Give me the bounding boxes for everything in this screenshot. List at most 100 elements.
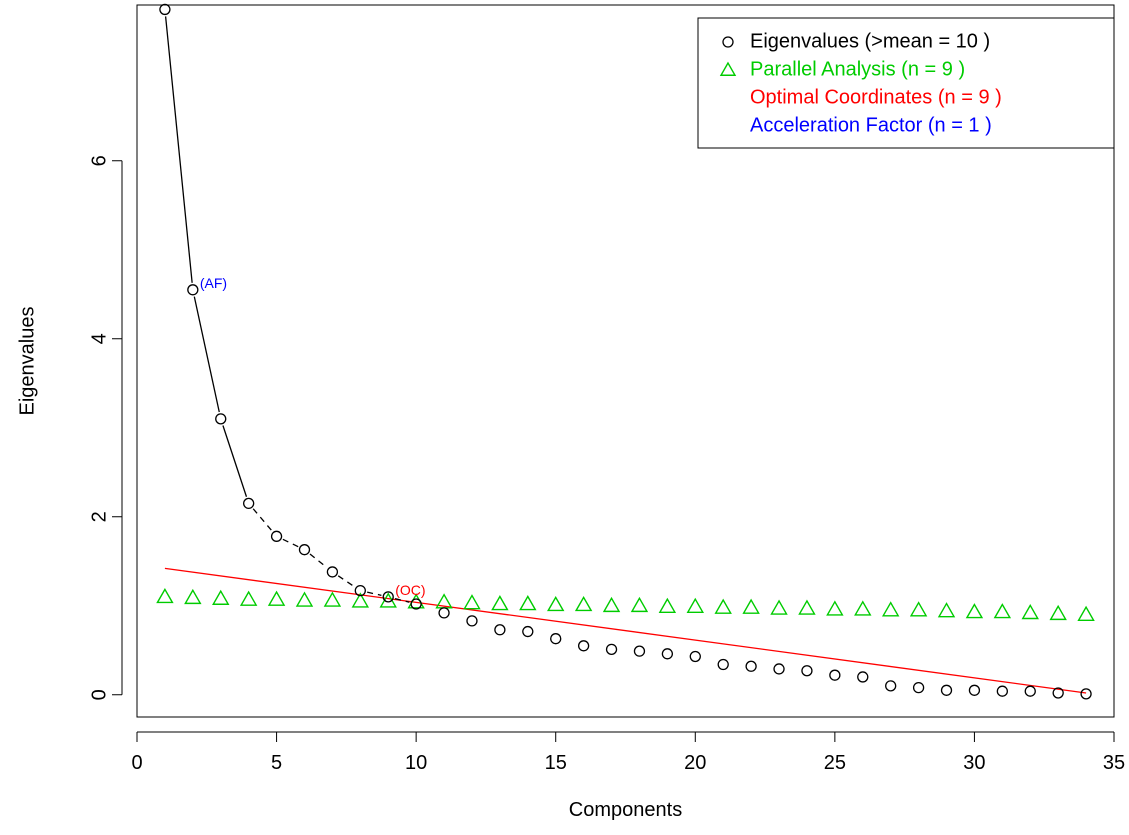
eigenvalue-point <box>215 413 227 425</box>
parallel-analysis-point <box>937 602 956 618</box>
eigenvalue-point <box>689 650 701 663</box>
eigenvalue-point <box>1024 685 1036 697</box>
parallel-analysis-point <box>156 587 174 604</box>
legend-box <box>697 17 1115 149</box>
x-tick-label: 0 <box>131 752 142 774</box>
scree-solid-segment <box>164 16 193 283</box>
y-axis: 0 2 4 6 <box>88 155 123 700</box>
eigenvalue-point <box>940 684 953 696</box>
eigenvalue-point <box>187 284 199 296</box>
legend-label: Eigenvalues (>mean = 10 ) <box>750 30 990 52</box>
eigenvalue-point <box>1080 688 1092 700</box>
parallel-analysis-point <box>267 590 286 606</box>
eigenvalue-point <box>243 497 255 510</box>
parallel-analysis-point <box>993 603 1012 619</box>
eigenvalue-point <box>270 530 283 542</box>
eigenvalue-point <box>354 584 366 597</box>
parallel-analysis-point <box>295 591 314 607</box>
eigenvalue-point <box>857 671 869 683</box>
eigenvalue-point <box>326 566 339 578</box>
scree-solid-segment <box>193 296 220 413</box>
y-tick-label: 2 <box>88 511 110 522</box>
plot-frame <box>136 4 1115 718</box>
x-tick-label: 30 <box>963 752 985 774</box>
y-axis-label: Eigenvalues <box>16 307 38 416</box>
scree-dashed-segment <box>282 538 299 548</box>
scree-dashed-segment <box>252 508 273 532</box>
legend-label: Parallel Analysis (n = 9 ) <box>750 58 965 80</box>
eigenvalue-point <box>745 660 757 672</box>
parallel-analysis-point <box>323 591 342 607</box>
parallel-analysis-point <box>351 592 370 608</box>
parallel-analysis-point <box>574 595 593 612</box>
series-points <box>156 3 1095 700</box>
eigenvalue-point <box>885 680 897 692</box>
parallel-analysis-point <box>686 597 704 613</box>
parallel-analysis-point <box>463 594 481 610</box>
y-tick-label: 0 <box>88 689 110 700</box>
parallel-analysis-point <box>184 588 202 605</box>
parallel-analysis-point <box>714 598 732 614</box>
x-tick-label: 10 <box>405 752 427 774</box>
eigenvalue-point <box>550 633 562 645</box>
eigenvalue-point <box>494 624 506 636</box>
parallel-analysis-point <box>491 595 509 611</box>
legend-marker <box>722 36 734 48</box>
eigenvalue-point <box>298 544 311 556</box>
legend-label: Optimal Coordinates (n = 9 ) <box>750 86 1002 108</box>
parallel-analysis-point <box>770 599 788 615</box>
eigenvalue-point <box>522 625 534 638</box>
scree-dashed-segment <box>394 597 410 603</box>
parallel-analysis-point <box>881 601 900 617</box>
x-tick-label: 15 <box>545 752 567 774</box>
eigenvalue-point <box>773 663 785 675</box>
parallel-analysis-point <box>854 600 872 616</box>
parallel-analysis-point <box>658 597 677 613</box>
point-annotation: (AF) <box>200 275 227 291</box>
parallel-analysis-point <box>212 589 230 605</box>
eigenvalue-point <box>633 645 646 657</box>
parallel-analysis-point <box>519 595 537 611</box>
y-tick-label: 4 <box>88 333 110 344</box>
x-axis-label: Components <box>569 799 682 821</box>
eigenvalue-point <box>1052 687 1064 699</box>
parallel-analysis-point <box>909 601 928 617</box>
parallel-analysis-point <box>239 590 258 606</box>
y-tick-label: 6 <box>88 155 110 166</box>
eigenvalue-point <box>829 669 841 681</box>
eigenvalue-point <box>382 591 394 603</box>
legend-marker <box>719 61 737 76</box>
parallel-analysis-point <box>630 596 649 613</box>
eigenvalue-point <box>968 684 981 696</box>
optimal-coordinates-line <box>164 567 1087 694</box>
x-axis: 0 5 10 15 20 25 30 35 <box>131 731 1125 774</box>
parallel-analysis-point <box>1077 605 1095 621</box>
eigenvalue-point <box>661 648 674 660</box>
parallel-analysis-point <box>602 596 621 613</box>
eigenvalue-point <box>159 3 171 16</box>
x-tick-label: 35 <box>1103 752 1125 774</box>
parallel-analysis-point <box>798 599 816 615</box>
scree-dashed-segment <box>309 553 328 569</box>
scree-solid-segment <box>222 425 248 497</box>
scree-dashed-segment <box>367 591 382 596</box>
legend: Eigenvalues (>mean = 10 ) Parallel Analys… <box>697 17 1115 149</box>
parallel-analysis-point <box>1049 604 1067 621</box>
eigenvalue-point <box>605 643 618 656</box>
legend-label: Acceleration Factor (n = 1 ) <box>750 114 992 136</box>
parallel-analysis-point <box>1021 603 1039 620</box>
x-tick-label: 20 <box>684 752 706 774</box>
annotations: (AF) (OC) <box>200 275 426 598</box>
eigenvalue-point <box>438 607 450 619</box>
parallel-analysis-point <box>742 598 760 614</box>
parallel-analysis-point <box>826 600 844 616</box>
eigenvalue-point <box>996 685 1008 697</box>
series-lines <box>164 16 1087 694</box>
eigenvalue-point <box>466 615 478 627</box>
parallel-analysis-point <box>547 595 565 612</box>
eigenvalue-point <box>912 681 925 694</box>
eigenvalue-point <box>410 598 422 610</box>
point-annotation: (OC) <box>395 582 425 598</box>
eigenvalue-point <box>577 640 590 652</box>
